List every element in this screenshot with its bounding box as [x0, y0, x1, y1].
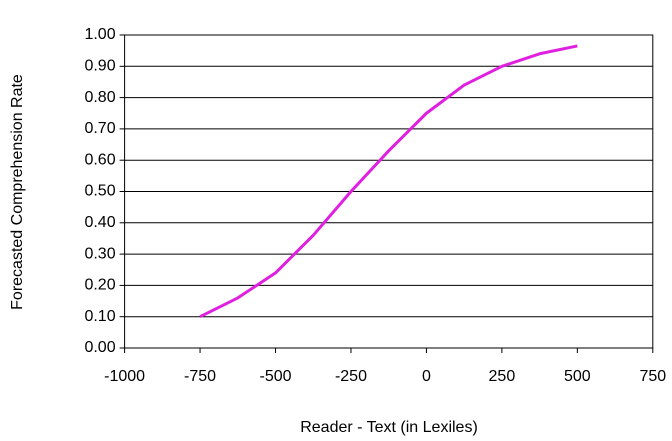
y-tick-label: 0.90 [84, 58, 115, 75]
y-tick-label: 0.20 [84, 277, 115, 294]
y-tick-label: 0.00 [84, 339, 115, 356]
x-tick-label: -750 [184, 368, 216, 385]
x-tick-label: 250 [489, 368, 516, 385]
x-tick-label: -1000 [104, 368, 145, 385]
x-tick-label: 750 [639, 368, 666, 385]
y-tick-label: 1.00 [84, 26, 115, 43]
x-tick-label: -500 [259, 368, 291, 385]
y-axis-title: Forecasted Comprehension Rate [9, 74, 26, 310]
y-tick-label: 0.30 [84, 245, 115, 262]
line [199, 44, 578, 319]
y-tick-label: 0.70 [84, 120, 115, 137]
x-tick-label: 0 [422, 368, 431, 385]
plot-frame [124, 34, 654, 349]
y-tick-label: 0.80 [84, 89, 115, 106]
y-tick-label: 0.60 [84, 151, 115, 168]
x-axis-title: Reader - Text (in Lexiles) [300, 419, 478, 436]
y-tick-label: 0.50 [84, 183, 115, 200]
y-tick-label: 0.40 [84, 214, 115, 231]
x-tick-label: 500 [564, 368, 591, 385]
y-tick-label: 0.10 [84, 308, 115, 325]
x-tick-label: -250 [335, 368, 367, 385]
